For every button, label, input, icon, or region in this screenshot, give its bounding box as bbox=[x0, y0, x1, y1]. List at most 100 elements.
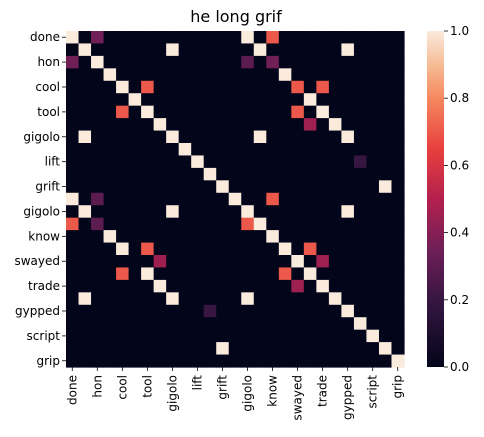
x-tick-label: gigolo bbox=[165, 375, 179, 412]
heatmap-cell bbox=[241, 205, 255, 219]
heatmap-cell bbox=[141, 43, 155, 57]
x-tick-label: done bbox=[65, 375, 79, 405]
heatmap-cell bbox=[216, 55, 230, 69]
heatmap-cell bbox=[353, 354, 368, 368]
x-tick-label: gigolo bbox=[241, 375, 255, 412]
heatmap-cell bbox=[141, 192, 155, 206]
heatmap-cell bbox=[153, 329, 167, 343]
heatmap-cell bbox=[266, 167, 280, 181]
heatmap-cell bbox=[91, 342, 105, 356]
heatmap-cell bbox=[166, 230, 180, 244]
heatmap-cell bbox=[128, 167, 142, 181]
heatmap-cell bbox=[328, 342, 343, 356]
heatmap-cell bbox=[353, 80, 368, 94]
heatmap-cell bbox=[141, 167, 155, 181]
heatmap-cell bbox=[128, 31, 142, 45]
heatmap-cell bbox=[103, 55, 117, 69]
heatmap-cell bbox=[341, 317, 355, 331]
heatmap-cell bbox=[278, 255, 292, 269]
heatmap-cell bbox=[341, 242, 355, 256]
heatmap-cells bbox=[66, 31, 405, 368]
heatmap-cell bbox=[291, 292, 305, 306]
heatmap-cell bbox=[78, 180, 92, 194]
heatmap-cell bbox=[191, 217, 205, 231]
heatmap-cell bbox=[378, 342, 393, 356]
heatmap-cell bbox=[191, 317, 205, 331]
heatmap-cell bbox=[278, 267, 292, 281]
heatmap-cell bbox=[91, 279, 105, 293]
heatmap-cell bbox=[228, 43, 242, 57]
heatmap-cell bbox=[341, 118, 355, 132]
heatmap-cell bbox=[128, 80, 142, 94]
heatmap-cell bbox=[178, 279, 192, 293]
heatmap-cell bbox=[216, 180, 230, 194]
y-tick-label: grift bbox=[35, 180, 60, 194]
heatmap-cell bbox=[391, 279, 405, 293]
heatmap-cell bbox=[103, 230, 117, 244]
heatmap-cell bbox=[278, 230, 292, 244]
heatmap-cell bbox=[91, 130, 105, 144]
y-tick-label: lift bbox=[45, 155, 61, 169]
heatmap-cell bbox=[91, 217, 105, 231]
heatmap-cell bbox=[291, 354, 305, 368]
heatmap-cell bbox=[241, 354, 255, 368]
heatmap-cell bbox=[341, 205, 355, 219]
heatmap-cell bbox=[228, 255, 242, 269]
heatmap-cell bbox=[266, 242, 280, 256]
heatmap-cell bbox=[216, 130, 230, 144]
heatmap-cell bbox=[128, 180, 142, 194]
heatmap-cell bbox=[91, 329, 105, 343]
heatmap-cell bbox=[91, 105, 105, 119]
y-tick-label: grip bbox=[36, 354, 60, 368]
heatmap-cell bbox=[103, 143, 117, 157]
heatmap-cell bbox=[278, 143, 292, 157]
heatmap-cell bbox=[66, 329, 80, 343]
heatmap-cell bbox=[128, 230, 142, 244]
heatmap-cell bbox=[66, 80, 80, 94]
heatmap-cell bbox=[141, 180, 155, 194]
heatmap-cell bbox=[391, 354, 405, 368]
heatmap-cell bbox=[153, 68, 167, 82]
heatmap-cell bbox=[278, 43, 292, 57]
heatmap-cell bbox=[328, 130, 343, 144]
heatmap-cell bbox=[203, 354, 217, 368]
heatmap-cell bbox=[103, 167, 117, 181]
heatmap-cell bbox=[253, 354, 267, 368]
heatmap-cell bbox=[253, 43, 267, 57]
colorbar-tick-label: 0.4 bbox=[450, 226, 469, 240]
heatmap-cell bbox=[91, 267, 105, 281]
y-tick-label: gigolo bbox=[23, 204, 60, 218]
heatmap-cell bbox=[391, 143, 405, 157]
heatmap-cell bbox=[303, 68, 317, 82]
heatmap-cell bbox=[366, 292, 380, 306]
heatmap-cell bbox=[78, 304, 92, 318]
heatmap-cell bbox=[203, 68, 217, 82]
heatmap-cell bbox=[78, 205, 92, 219]
heatmap-cell bbox=[128, 143, 142, 157]
heatmap-cell bbox=[166, 31, 180, 45]
heatmap-cell bbox=[241, 118, 255, 132]
heatmap-cell bbox=[166, 80, 180, 94]
heatmap-cell bbox=[241, 93, 255, 107]
heatmap-cell bbox=[153, 43, 167, 57]
heatmap-cell bbox=[378, 242, 393, 256]
heatmap-cell bbox=[216, 292, 230, 306]
heatmap-cell bbox=[316, 192, 330, 206]
heatmap-cell bbox=[328, 68, 343, 82]
heatmap-cell bbox=[391, 93, 405, 107]
heatmap-cell bbox=[153, 205, 167, 219]
heatmap-cell bbox=[153, 31, 167, 45]
heatmap-cell bbox=[291, 130, 305, 144]
heatmap-cell bbox=[266, 155, 280, 169]
heatmap-cell bbox=[228, 242, 242, 256]
heatmap-cell bbox=[378, 205, 393, 219]
heatmap-cell bbox=[291, 317, 305, 331]
heatmap-cell bbox=[366, 217, 380, 231]
heatmap-cell bbox=[216, 167, 230, 181]
heatmap-cell bbox=[103, 180, 117, 194]
heatmap-cell bbox=[266, 304, 280, 318]
y-tick-label: trade bbox=[28, 279, 60, 293]
heatmap-cell bbox=[366, 155, 380, 169]
heatmap-cell bbox=[266, 267, 280, 281]
heatmap-cell bbox=[366, 279, 380, 293]
